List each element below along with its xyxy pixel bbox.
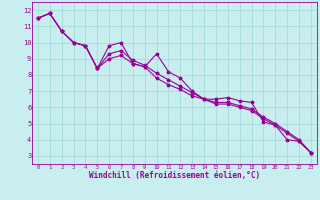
X-axis label: Windchill (Refroidissement éolien,°C): Windchill (Refroidissement éolien,°C)	[89, 171, 260, 180]
